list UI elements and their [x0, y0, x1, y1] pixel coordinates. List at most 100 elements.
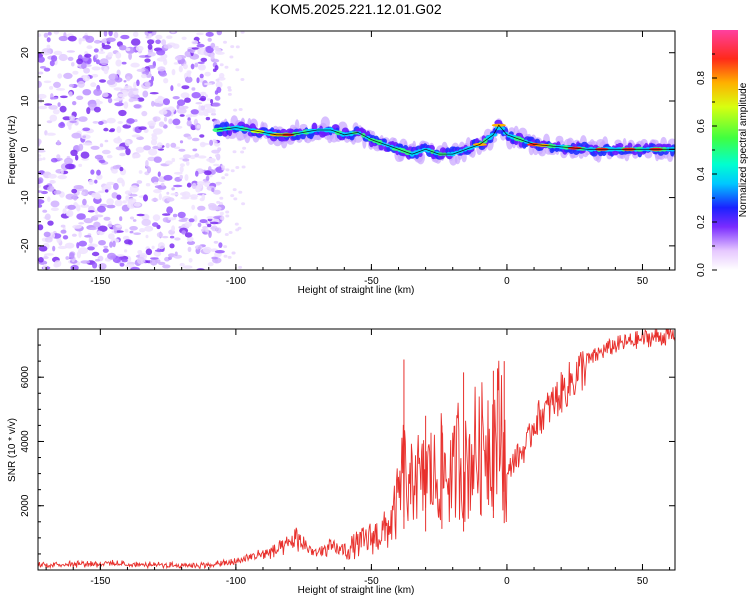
spectrogram-noise-cell [179, 174, 183, 180]
spectrogram-noise-cell [111, 192, 118, 199]
spectrogram-noise-cell [48, 105, 58, 110]
spectrogram-noise-cell [238, 190, 243, 194]
spectrogram-noise-cell [228, 231, 233, 234]
spectrogram-noise-cell [42, 157, 46, 161]
spectrogram-noise-cell [46, 44, 51, 50]
spectrogram-noise-cell [130, 62, 140, 68]
spectrogram-noise-cell [43, 231, 51, 238]
spectrogram-noise-cell [213, 163, 220, 167]
spectrogram-noise-cell [98, 121, 104, 125]
spectrogram-noise-cell [82, 89, 92, 96]
spectrogram-noise-cell [113, 98, 123, 102]
spectrogram-noise-cell [187, 49, 192, 52]
spectrogram-noise-cell [173, 62, 179, 65]
spectrogram-noise-cell [138, 170, 143, 174]
spectrogram-noise-cell [126, 118, 135, 124]
spectrogram-noise-cell [233, 108, 238, 112]
spectrogram-noise-cell [204, 94, 208, 98]
spectrogram-noise-cell [67, 204, 76, 210]
spectrogram-noise-cell [158, 109, 168, 115]
spectrogram-noise-cell [172, 96, 180, 100]
spectrogram-noise-cell [204, 170, 212, 176]
spectrogram-noise-cell [106, 198, 114, 206]
spectrogram-noise-cell [163, 44, 173, 49]
spectrogram-noise-cell [154, 185, 163, 189]
spectrogram-noise-cell [57, 102, 61, 107]
spectrogram-noise-cell [124, 228, 129, 233]
spectrogram-noise-cell [113, 226, 117, 234]
snr-xtick-label: -50 [364, 576, 379, 587]
spectrogram-noise-cell [232, 150, 237, 154]
spectrogram-noise-cell [103, 31, 108, 37]
spectrogram-noise-cell [191, 40, 199, 45]
spectrogram-frame [37, 30, 676, 271]
spectrogram-noise-cell [113, 137, 123, 144]
spectrogram-noise-cell [199, 91, 207, 95]
spectrogram-noise-cell [197, 222, 202, 228]
spectrogram-noise-cell [165, 160, 173, 165]
spectrogram-noise-cell [207, 37, 212, 42]
spectrogram-noise-cell [38, 184, 41, 189]
spectrogram-noise-cell [86, 45, 93, 50]
spectrogram-noise-cell [210, 99, 214, 104]
spectrogram-noise-cell [106, 154, 113, 159]
spectrogram-noise-cell [197, 155, 207, 159]
spectrogram-noise-cell [133, 104, 142, 109]
spectrogram-noise-cell [169, 243, 175, 249]
spectrogram-noise-cell [173, 184, 183, 188]
spectrogram-noise-cell [38, 33, 42, 37]
spectrogram-noise-cell [112, 240, 116, 248]
spectrogram-noise-cell [173, 171, 183, 175]
spectrogram-noise-cell [126, 76, 131, 82]
spectrogram-noise-cell [104, 139, 109, 143]
spectrogram-noise-cell [229, 55, 234, 59]
spectrogram-noise-cell [72, 224, 82, 229]
spectrogram-noise-cell [111, 168, 118, 174]
spectrogram-noise-cell [88, 236, 93, 244]
spectrogram-noise-cell [64, 157, 73, 165]
spectrogram-noise-cell [124, 190, 132, 195]
spectrogram-noise-cell [194, 245, 203, 250]
spectrogram-noise-cell [213, 140, 218, 144]
spectrogram-noise-cell [144, 58, 151, 63]
spectrogram-noise-cell [83, 218, 94, 224]
spectrogram-noise-cell [171, 68, 176, 76]
spectrogram-noise-cell [191, 182, 197, 190]
spectrogram-noise-cell [216, 200, 221, 204]
spectrogram-noise-cell [150, 257, 159, 260]
spectrogram-noise-cell [219, 196, 224, 200]
spectrogram-noise-cell [171, 157, 176, 163]
spectrogram-noise-cell [135, 146, 145, 153]
spectrogram-noise-cell [54, 260, 62, 268]
spectrogram-noise-cell [94, 154, 104, 160]
spectrogram-noise-cell [218, 242, 223, 249]
spectrogram-noise-cell [38, 154, 42, 157]
spectrogram-noise-cell [224, 65, 229, 69]
spectrogram-noise-cell [82, 127, 91, 132]
colorbar-tick-label: 0.8 [696, 71, 707, 85]
spectrogram-noise-cell [97, 225, 108, 232]
spectrogram-noise-cell [145, 160, 149, 167]
spectrogram-noise-cell [186, 160, 190, 166]
spectrogram-noise-cell [78, 163, 83, 167]
spectrogram-noise-cell [60, 168, 64, 175]
snr-xtick-label: 50 [637, 576, 649, 587]
spectrogram-noise-cell [147, 31, 153, 34]
spectrogram-noise-cell [81, 157, 90, 161]
spectrogram-noise-cell [147, 120, 156, 127]
spectrogram-noise-cell [82, 135, 87, 138]
spectrogram-noise-cell [210, 53, 215, 60]
spectrogram-noise-cell [191, 204, 196, 210]
spectrogram-noise-cell [47, 196, 51, 202]
spectrogram-noise-cell [148, 33, 152, 39]
spectrogram-noise-cell [187, 136, 193, 140]
spectrogram-noise-cell [221, 176, 226, 180]
spectrogram-noise-cell [69, 120, 77, 124]
spectrogram-noise-cell [141, 73, 147, 79]
spectrogram-noise-cell [48, 173, 57, 179]
spectrogram-noise-cell [188, 218, 195, 223]
spectrogram-noise-cell [57, 73, 63, 79]
spectrogram-noise-cell [58, 122, 66, 129]
snr-xtick-label: -150 [90, 576, 110, 587]
spectrogram-noise-cell [53, 190, 62, 195]
